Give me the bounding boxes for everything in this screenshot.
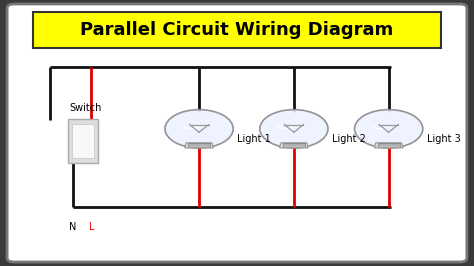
Circle shape	[165, 110, 233, 148]
Circle shape	[260, 110, 328, 148]
Text: Switch: Switch	[69, 103, 101, 113]
FancyBboxPatch shape	[72, 124, 94, 158]
Polygon shape	[280, 143, 308, 148]
FancyBboxPatch shape	[188, 143, 210, 147]
Text: Light 3: Light 3	[427, 134, 460, 144]
Text: Parallel Circuit Wiring Diagram: Parallel Circuit Wiring Diagram	[81, 21, 393, 39]
FancyBboxPatch shape	[7, 4, 467, 262]
FancyBboxPatch shape	[283, 143, 305, 147]
Text: L: L	[89, 222, 94, 232]
FancyBboxPatch shape	[33, 12, 441, 48]
Polygon shape	[374, 143, 403, 148]
Text: N: N	[69, 222, 76, 232]
Text: Light 2: Light 2	[332, 134, 365, 144]
Circle shape	[355, 110, 423, 148]
Text: Light 1: Light 1	[237, 134, 271, 144]
FancyBboxPatch shape	[68, 119, 98, 163]
FancyBboxPatch shape	[378, 143, 400, 147]
Polygon shape	[185, 143, 213, 148]
